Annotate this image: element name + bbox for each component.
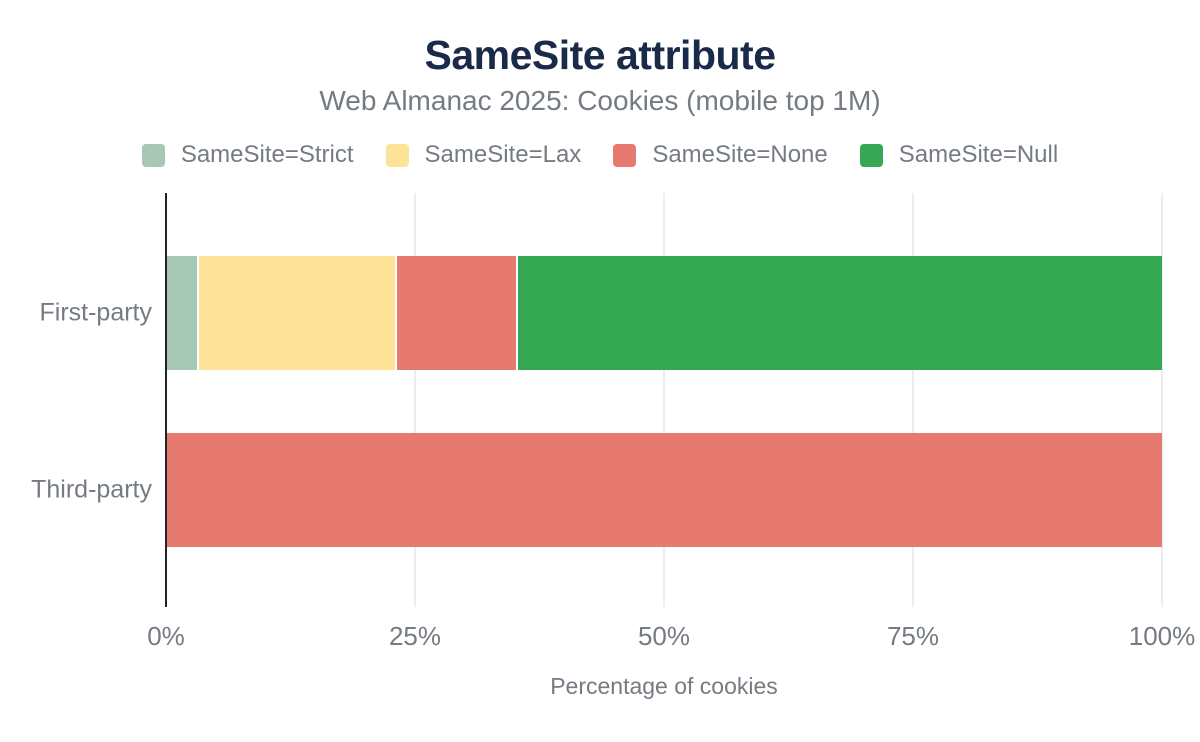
bar-row-third-party — [166, 433, 1162, 547]
legend-item-4: SameSite=Null — [859, 141, 1059, 169]
bar-row-first-party — [166, 256, 1162, 370]
plot-area: Percentage of cookies 0% 25% 50% 75% 100% Fir… — [31, 193, 1195, 699]
x-axis-title: Percentage of cookies — [550, 673, 778, 699]
gridline-100 — [1161, 193, 1163, 607]
legend-item-2: SameSite=Lax — [385, 141, 582, 169]
x-tick-label: 75% — [886, 621, 940, 651]
gridline-25 — [414, 193, 416, 607]
legend-item-3: SameSite=None — [613, 141, 828, 169]
bar-segment-samesite-null[interactable] — [517, 256, 1162, 370]
x-tick-label: 0% — [147, 621, 185, 651]
legend-swatch-icon — [141, 143, 165, 167]
bar-segment-samesite-none[interactable] — [166, 433, 1162, 547]
x-tick-label: 50% — [637, 621, 691, 651]
chart-title: SameSite attribute — [424, 32, 777, 78]
legend-label: SameSite=Lax — [424, 141, 582, 168]
legend-swatch-icon — [859, 143, 883, 167]
category-label-third-party: Third-party — [31, 475, 152, 504]
legend-label: SameSite=None — [652, 141, 828, 168]
x-tick-label: 25% — [388, 621, 442, 651]
bar-segment-samesite-strict[interactable] — [166, 256, 199, 370]
x-tick-label: 100% — [1128, 621, 1196, 651]
legend-swatch-icon — [613, 143, 637, 167]
legend-label: SameSite=Null — [898, 141, 1059, 168]
bar-segment-samesite-lax[interactable] — [198, 256, 398, 370]
gridline-50 — [663, 193, 665, 607]
legend-label: SameSite=Strict — [180, 141, 354, 168]
chart-subtitle: Web Almanac 2025: Cookies (mobile top 1M… — [319, 85, 881, 116]
legend: SameSite=Strict SameSite=Lax SameSite=None… — [0, 141, 1200, 169]
legend-item-1: SameSite=Strict — [141, 141, 354, 169]
category-label-first-party: First-party — [39, 298, 153, 327]
bar-segment-samesite-none[interactable] — [397, 256, 518, 370]
gridline-75 — [912, 193, 914, 607]
y-axis-line — [165, 193, 167, 607]
legend-swatch-icon — [385, 143, 409, 167]
